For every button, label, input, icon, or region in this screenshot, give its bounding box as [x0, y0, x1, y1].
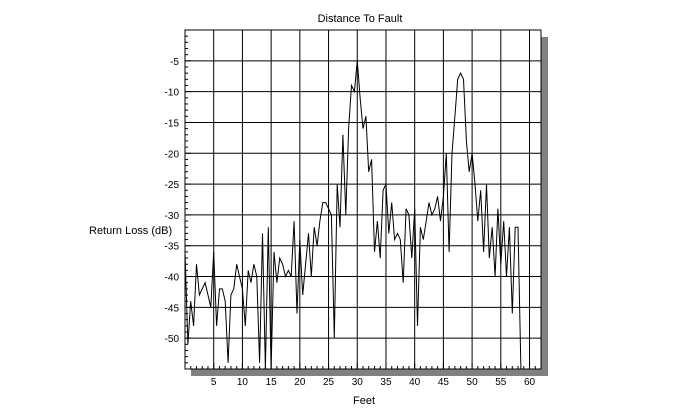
plot-shadow: [541, 37, 548, 376]
y-tick-label: -5: [170, 57, 179, 68]
y-tick-label: -45: [165, 303, 180, 314]
x-tick-label: 30: [352, 377, 364, 388]
plot-shadow-bottom: [191, 369, 548, 376]
x-tick-label: 50: [467, 377, 479, 388]
grid: [185, 30, 541, 369]
x-tick-label: 5: [211, 377, 217, 388]
x-tick-label: 15: [266, 377, 278, 388]
x-tick-label: 25: [323, 377, 335, 388]
x-tick-label: 10: [237, 377, 249, 388]
x-tick-label: 55: [495, 377, 507, 388]
x-tick-label: 20: [294, 377, 306, 388]
y-tick-label: -50: [165, 334, 180, 345]
y-tick-label: -35: [165, 242, 180, 253]
y-tick-label: -25: [165, 180, 180, 191]
plot-frame: [184, 29, 542, 370]
ticks: [184, 29, 542, 370]
y-tick-label: -30: [165, 211, 180, 222]
x-tick-labels: 5 10 15 20 25 30 35 40 45 50 55 60: [211, 377, 536, 388]
x-tick-label: 40: [409, 377, 421, 388]
chart-title: Distance To Fault: [318, 13, 403, 25]
x-tick-label: 45: [438, 377, 450, 388]
y-tick-label: -20: [165, 149, 180, 160]
y-tick-label: -15: [165, 118, 180, 129]
y-tick-label: -40: [165, 273, 180, 284]
y-axis-label: Return Loss (dB): [89, 225, 172, 237]
series-line: [184, 60, 522, 370]
x-tick-label: 60: [524, 377, 536, 388]
x-tick-label: 35: [380, 377, 392, 388]
x-axis-label: Feet: [353, 395, 375, 407]
y-tick-labels: -5 -10 -15 -20 -25 -30 -35 -40 -45 -50: [165, 57, 180, 345]
y-tick-label: -10: [165, 88, 180, 99]
